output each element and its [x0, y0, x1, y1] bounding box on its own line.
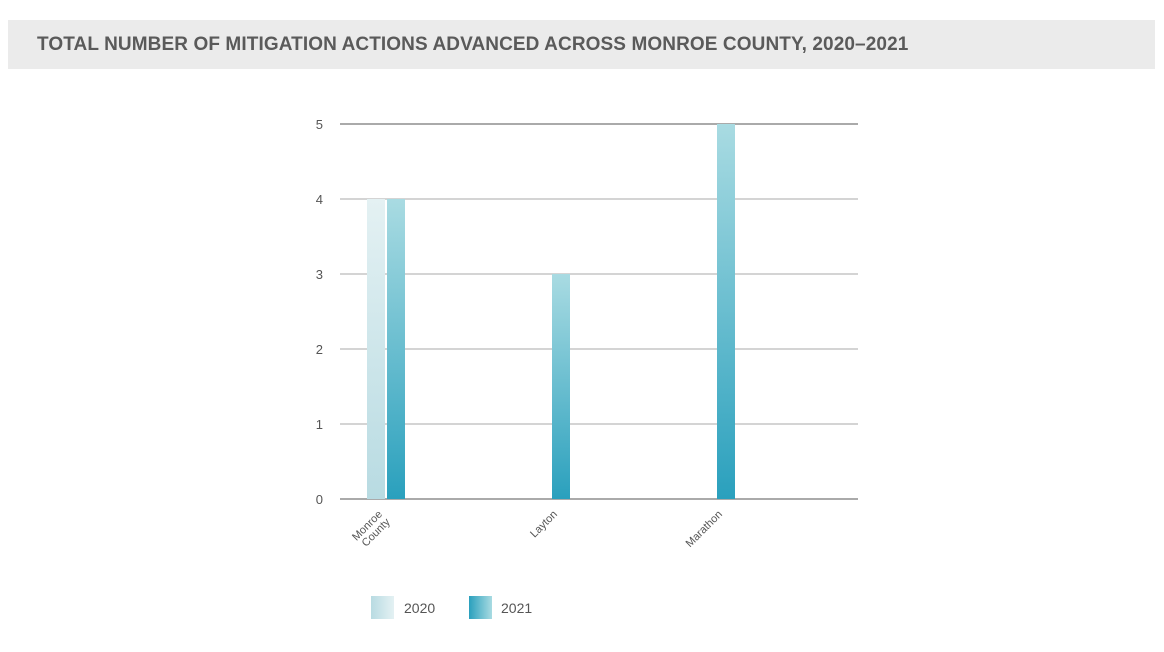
bar-2021-layton: [552, 274, 570, 499]
legend-swatch-2020: [371, 596, 394, 619]
chart-title-bar: TOTAL NUMBER OF MITIGATION ACTIONS ADVAN…: [8, 20, 1155, 69]
y-tick-label: 5: [316, 117, 323, 132]
y-tick-label: 3: [316, 267, 323, 282]
legend-swatch-2021: [469, 596, 492, 619]
x-category-label: Marathon: [684, 508, 725, 549]
x-category-label: Layton: [528, 508, 560, 540]
chart-title: TOTAL NUMBER OF MITIGATION ACTIONS ADVAN…: [37, 34, 909, 55]
legend-label-2020: 2020: [404, 600, 435, 616]
bar-2021-monroe-county: [387, 199, 405, 499]
x-category-label: MonroeCounty: [350, 508, 393, 551]
legend-label-2021: 2021: [501, 600, 532, 616]
y-tick-label: 4: [316, 192, 323, 207]
y-tick-label: 1: [316, 417, 323, 432]
bar-2020-monroe-county: [367, 199, 385, 499]
bar-2021-marathon: [717, 124, 735, 499]
y-tick-label: 2: [316, 342, 323, 357]
y-tick-label: 0: [316, 492, 323, 507]
